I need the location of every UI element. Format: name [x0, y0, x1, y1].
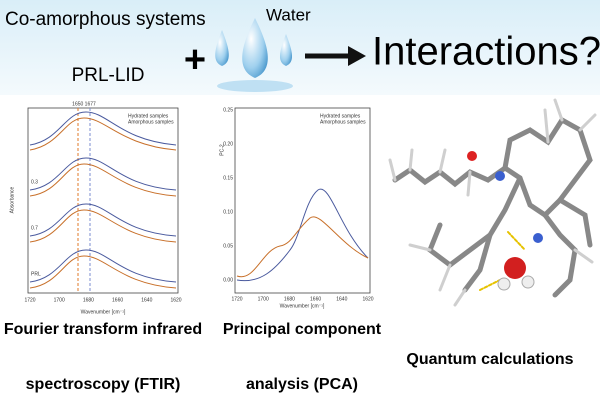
- legend-entry: Amorphous samples: [128, 119, 174, 125]
- y-tick-label: 0.00: [223, 277, 233, 283]
- banner: [0, 0, 600, 95]
- legend-entry: Amorphous samples: [320, 119, 366, 125]
- ftir-chart: [27, 107, 179, 294]
- pca-caption: Principal component: [223, 321, 382, 338]
- water-drops: [215, 18, 293, 92]
- x-tick-label: 1680: [284, 296, 295, 302]
- y-tick-label: 0.10: [223, 209, 233, 215]
- x-tick-label: 1640: [141, 297, 152, 303]
- x-tick-label: 1680: [83, 297, 94, 303]
- molecule: [388, 98, 597, 307]
- x-tick-label: 1620: [362, 296, 373, 302]
- x-tick-label: 1700: [54, 297, 65, 303]
- ftir-texts: 1720 1700 1680 1660 1640 1620 Hydrated samples…: [24, 113, 181, 303]
- left-title: Co-amorphous systems: [5, 9, 206, 30]
- x-tick-label: 1640: [336, 296, 347, 302]
- result-title: Interactions?: [372, 30, 600, 74]
- x-tick-label: 1720: [24, 297, 35, 303]
- x-tick-label: 1700: [258, 296, 269, 302]
- y-tick-label: 0.25: [223, 107, 233, 113]
- y-tick-label: 0.20: [223, 141, 233, 147]
- legend-entry: Hydrated samples: [128, 113, 169, 119]
- ftir-caption: Fourier transform infrared: [4, 321, 202, 338]
- legend-entry: Hydrated samples: [320, 113, 361, 119]
- pca-x-label: Wavenumber [cm⁻¹]: [280, 303, 325, 309]
- ftir-caption: spectroscopy (FTIR): [26, 376, 181, 393]
- curve-label: PRL: [31, 271, 41, 277]
- pca-caption: analysis (PCA): [246, 376, 358, 393]
- pca-chart: [234, 107, 371, 294]
- pca-y-label: PC-2: [219, 144, 225, 156]
- ftir-x-label: Wavenumber [cm⁻¹]: [81, 309, 126, 315]
- x-tick-label: 1660: [112, 297, 123, 303]
- ftir-markers: 1650 1677: [72, 101, 96, 107]
- x-tick-label: 1620: [170, 297, 181, 303]
- curve-label: 0.7: [31, 225, 38, 231]
- left-subtitle: PRL-LID: [72, 65, 145, 86]
- x-tick-label: 1660: [310, 296, 321, 302]
- arrow: [305, 46, 366, 66]
- pca-texts: 1720 1700 1680 1660 1640 1620 0.25 0.20 0.15 0.10…: [223, 107, 374, 302]
- water-label: Water: [266, 5, 311, 24]
- x-tick-label: 1720: [231, 296, 242, 302]
- y-tick-label: 0.15: [223, 175, 233, 181]
- curve-label: 0.3: [31, 179, 38, 185]
- plus: +: [184, 39, 206, 81]
- ftir-y-label: Absorbance: [9, 186, 15, 213]
- y-tick-label: 0.05: [223, 243, 233, 249]
- quantum-caption: Quantum calculations: [406, 351, 573, 368]
